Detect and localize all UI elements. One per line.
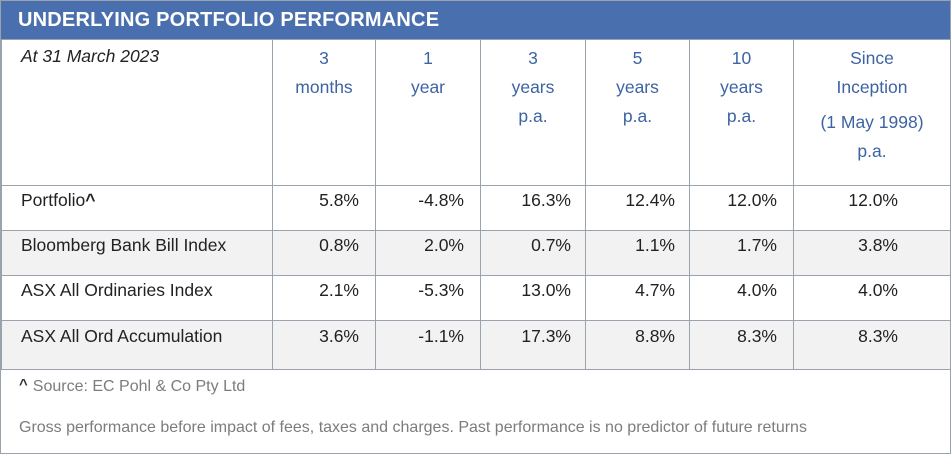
- row-label: Portfolio^: [1, 185, 273, 231]
- column-header-3-months: 3 months: [272, 39, 376, 186]
- column-header-10-years: 10 years p.a.: [689, 39, 794, 186]
- column-header-5-years: 5 years p.a.: [585, 39, 690, 186]
- column-header-line: years: [616, 77, 659, 97]
- table-row-asx-accumulation: ASX All Ord Accumulation 3.6% -1.1% 17.3…: [1, 320, 951, 370]
- table-cell: -5.3%: [375, 275, 481, 321]
- table-cell: 2.1%: [272, 275, 376, 321]
- column-header-line: year: [410, 77, 446, 97]
- table-cell: 0.7%: [480, 230, 586, 276]
- table-row-portfolio: Portfolio^ 5.8% -4.8% 16.3% 12.4% 12.0% …: [1, 185, 951, 231]
- table-cell: 8.3%: [793, 320, 951, 370]
- table-cell: 8.3%: [689, 320, 794, 370]
- table-cell: 12.0%: [793, 185, 951, 231]
- disclaimer-text: Gross performance before impact of fees,…: [19, 419, 807, 436]
- column-header-line: months: [295, 77, 353, 97]
- column-header-1-year: 1 year: [375, 39, 481, 186]
- table-header-row: At 31 March 2023 3 months 1 year 3 years…: [1, 39, 951, 186]
- column-header-line: p.a.: [622, 106, 653, 126]
- row-label: ASX All Ordinaries Index: [1, 275, 273, 321]
- table-cell: 8.8%: [585, 320, 690, 370]
- table-cell: 2.0%: [375, 230, 481, 276]
- footnotes: ^ Source: EC Pohl & Co Pty Ltd Gross perf…: [1, 370, 950, 454]
- row-label: Bloomberg Bank Bill Index: [1, 230, 273, 276]
- row-label: ASX All Ord Accumulation: [1, 320, 273, 370]
- column-header-line: 5: [632, 48, 643, 68]
- table-cell: 17.3%: [480, 320, 586, 370]
- column-header-line: years: [720, 77, 763, 97]
- table-row-asx-all-ords: ASX All Ordinaries Index 2.1% -5.3% 13.0…: [1, 275, 951, 321]
- table-cell: -4.8%: [375, 185, 481, 231]
- performance-table: At 31 March 2023 3 months 1 year 3 years…: [1, 39, 951, 370]
- column-header-line: p.a.: [857, 141, 887, 161]
- table-cell: -1.1%: [375, 320, 481, 370]
- as-at-date: At 31 March 2023: [1, 39, 273, 186]
- table-cell: 1.7%: [689, 230, 794, 276]
- column-header-since-inception: Since Inception (1 May 1998) p.a.: [793, 39, 951, 186]
- table-cell: 4.7%: [585, 275, 690, 321]
- table-cell: 5.8%: [272, 185, 376, 231]
- table-cell: 12.0%: [689, 185, 794, 231]
- table-cell: 0.8%: [272, 230, 376, 276]
- column-header-line: Inception: [836, 77, 908, 97]
- column-header-3-years: 3 years p.a.: [480, 39, 586, 186]
- source-text: Source: EC Pohl & Co Pty Ltd: [32, 378, 246, 395]
- table-cell: 3.8%: [793, 230, 951, 276]
- column-header-line: p.a.: [726, 106, 757, 126]
- table-cell: 13.0%: [480, 275, 586, 321]
- column-header-line: 3: [528, 48, 538, 68]
- table-cell: 16.3%: [480, 185, 586, 231]
- table-cell: 3.6%: [272, 320, 376, 370]
- source-footnote: ^ Source: EC Pohl & Co Pty Ltd: [19, 376, 245, 396]
- column-header-line: 3: [319, 48, 329, 68]
- table-cell: 1.1%: [585, 230, 690, 276]
- row-label-text: Portfolio: [21, 190, 86, 210]
- column-header-line: Since: [850, 48, 894, 68]
- table-cell: 12.4%: [585, 185, 690, 231]
- column-header-line: 1: [423, 48, 433, 68]
- column-header-line: 10: [731, 48, 752, 68]
- footnote-marker: ^: [85, 190, 96, 210]
- table-cell: 4.0%: [793, 275, 951, 321]
- table-row-bloomberg: Bloomberg Bank Bill Index 0.8% 2.0% 0.7%…: [1, 230, 951, 276]
- footnote-marker: ^: [19, 376, 28, 393]
- table-cell: 4.0%: [689, 275, 794, 321]
- column-header-line: p.a.: [518, 106, 548, 126]
- panel-title: UNDERLYING PORTFOLIO PERFORMANCE: [1, 1, 950, 39]
- column-header-line: (1 May 1998): [820, 112, 924, 132]
- column-header-line: years: [511, 77, 555, 97]
